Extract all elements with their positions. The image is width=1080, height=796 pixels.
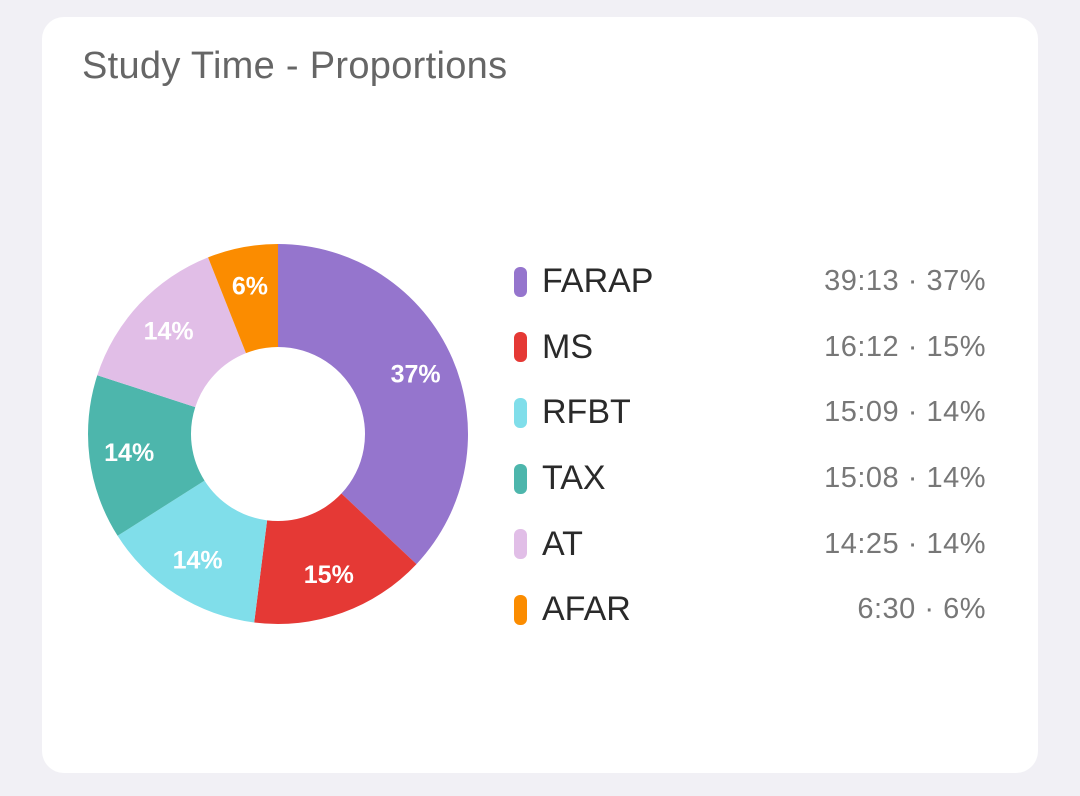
- chart-legend: FARAP 39:13 · 37% MS 16:12 · 15% RFBT 15:09 ·…: [514, 249, 986, 643]
- legend-label: AFAR: [542, 590, 631, 629]
- slice-farap[interactable]: [278, 244, 469, 565]
- chart-title: Study Time - Proportions: [82, 45, 508, 87]
- legend-swatch: [514, 529, 527, 560]
- legend-value: 15:09 · 14%: [824, 396, 986, 429]
- legend-item-at[interactable]: AT 14:25 · 14%: [514, 511, 986, 577]
- slice-ms[interactable]: [254, 493, 417, 624]
- legend-label: TAX: [542, 459, 606, 498]
- legend-label: MS: [542, 327, 593, 366]
- legend-swatch: [514, 594, 527, 625]
- legend-swatch: [514, 332, 527, 363]
- slice-label-tax: 14%: [104, 439, 154, 467]
- legend-value: 14:25 · 14%: [824, 527, 986, 560]
- slice-label-at: 14%: [144, 317, 194, 345]
- legend-value: 6:30 · 6%: [857, 593, 986, 626]
- legend-value: 16:12 · 15%: [824, 330, 986, 363]
- slice-at[interactable]: [97, 257, 246, 408]
- legend-label: FARAP: [542, 262, 654, 301]
- slice-label-farap: 37%: [391, 360, 441, 388]
- legend-item-farap[interactable]: FARAP 39:13 · 37%: [514, 249, 986, 315]
- legend-item-tax[interactable]: TAX 15:08 · 14%: [514, 446, 986, 512]
- slice-label-ms: 15%: [304, 561, 354, 589]
- legend-value: 15:08 · 14%: [824, 462, 986, 495]
- legend-swatch: [514, 463, 527, 494]
- legend-label: AT: [542, 524, 583, 563]
- slice-rfbt[interactable]: [117, 480, 268, 623]
- legend-item-rfbt[interactable]: RFBT 15:09 · 14%: [514, 380, 986, 446]
- legend-label: RFBT: [542, 393, 631, 432]
- slice-label-rfbt: 14%: [173, 547, 223, 575]
- slice-tax[interactable]: [88, 375, 205, 536]
- donut-chart: 37% 15% 14% 14% 14% 6%: [88, 244, 469, 624]
- legend-swatch: [514, 397, 527, 428]
- slice-afar[interactable]: [208, 244, 278, 354]
- legend-item-afar[interactable]: AFAR 6:30 · 6%: [514, 577, 986, 643]
- legend-value: 39:13 · 37%: [824, 265, 986, 298]
- legend-swatch: [514, 266, 527, 297]
- slice-label-afar: 6%: [232, 273, 268, 301]
- legend-item-ms[interactable]: MS 16:12 · 15%: [514, 315, 986, 381]
- study-time-card: Study Time - Proportions 37% 15% 14% 14% 14%…: [42, 17, 1038, 773]
